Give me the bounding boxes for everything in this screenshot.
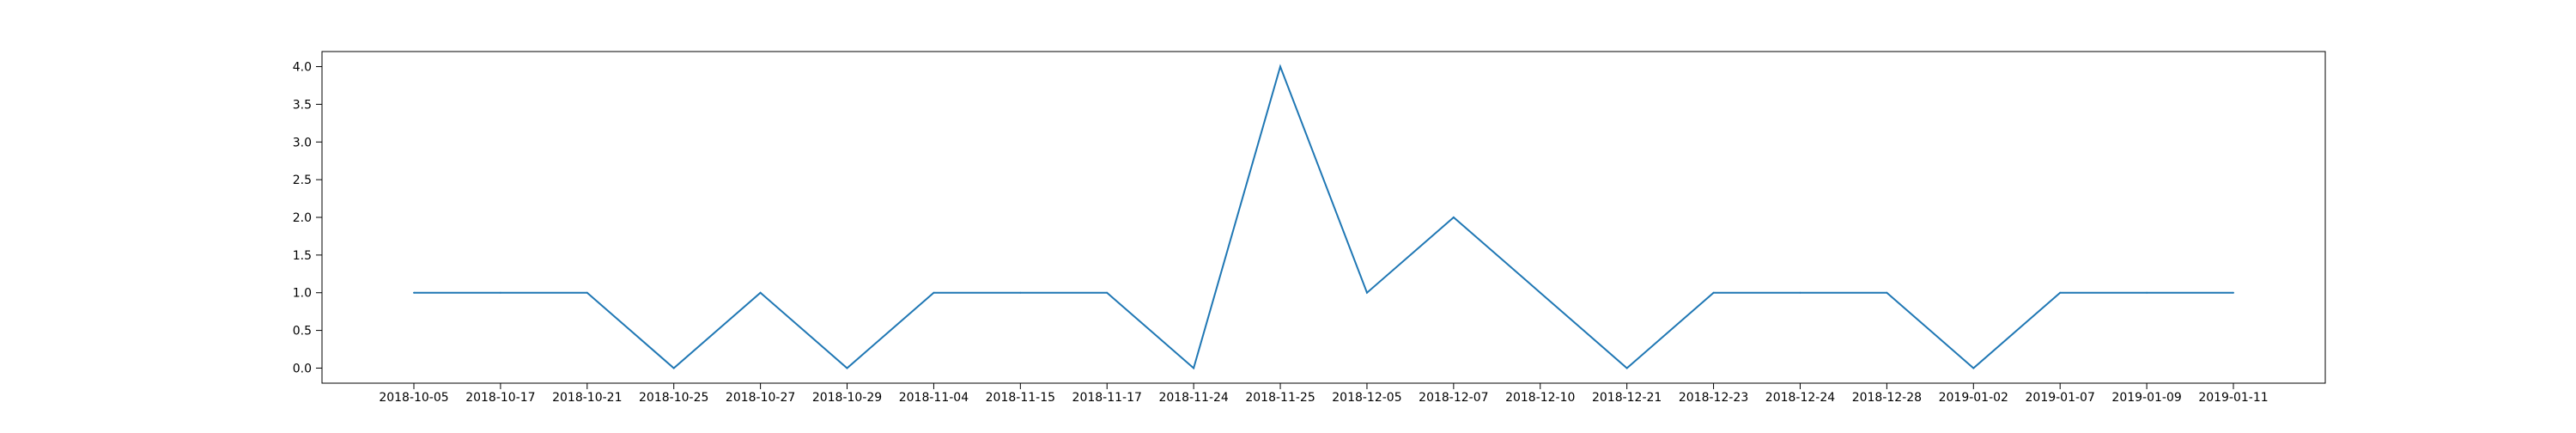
- x-tick-label: 2019-01-11: [2198, 391, 2268, 405]
- data-point: [586, 291, 588, 294]
- y-tick-label: 1.5: [293, 249, 312, 263]
- x-tick-label: 2019-01-02: [1939, 391, 2008, 405]
- y-tick-label: 4.0: [293, 61, 312, 75]
- x-tick-label: 2018-11-24: [1158, 391, 1228, 405]
- data-point: [1019, 291, 1022, 294]
- data-point: [2146, 291, 2148, 294]
- x-tick-label: 2018-10-25: [639, 391, 708, 405]
- data-point: [1799, 291, 1801, 294]
- data-point: [1972, 367, 1975, 369]
- x-tick-label: 2018-12-24: [1765, 391, 1835, 405]
- plot-area-frame: [321, 51, 2326, 384]
- x-tick-label: 2018-12-23: [1679, 391, 1748, 405]
- x-tick-label: 2018-10-17: [465, 391, 535, 405]
- y-tick-label: 2.5: [293, 174, 312, 187]
- data-point: [1886, 291, 1888, 294]
- x-tick-label: 2018-12-21: [1592, 391, 1662, 405]
- data-point: [1193, 367, 1195, 369]
- series-group: [413, 64, 2234, 370]
- data-point: [1106, 291, 1109, 294]
- x-tick-label: 2018-10-21: [552, 391, 622, 405]
- data-point: [1712, 291, 1715, 294]
- x-tick-label: 2018-12-05: [1332, 391, 1401, 405]
- y-tick-label: 3.0: [293, 136, 312, 149]
- y-tick-label: 0.0: [293, 362, 312, 375]
- x-tick-label: 2019-01-07: [2026, 391, 2095, 405]
- data-point: [413, 291, 415, 294]
- y-tick-label: 2.0: [293, 211, 312, 225]
- y-tick-label: 3.5: [293, 98, 312, 112]
- data-point: [759, 291, 762, 294]
- x-tick-label: 2018-11-17: [1072, 391, 1142, 405]
- x-tick-label: 2018-11-25: [1245, 391, 1315, 405]
- x-tick-label: 2018-11-15: [986, 391, 1055, 405]
- data-point: [1452, 216, 1455, 218]
- data-point: [846, 367, 848, 369]
- x-tick-label: 2018-12-10: [1505, 391, 1575, 405]
- y-tick-label: 1.0: [293, 287, 312, 301]
- data-point: [2233, 291, 2234, 294]
- x-tick-label: 2018-10-29: [812, 391, 882, 405]
- x-tick-label: 2018-10-27: [726, 391, 795, 405]
- data-point: [1365, 291, 1368, 294]
- data-point: [2059, 291, 2062, 294]
- x-tick-label: 2018-12-07: [1419, 391, 1488, 405]
- data-point: [1539, 291, 1541, 294]
- series-line: [414, 64, 2233, 370]
- x-tick-label: 2019-01-09: [2111, 391, 2181, 405]
- data-point: [499, 291, 501, 294]
- data-point: [672, 367, 675, 369]
- data-point: [1279, 65, 1282, 68]
- x-tick-label: 2018-11-04: [899, 391, 969, 405]
- y-tick-label: 0.5: [293, 325, 312, 338]
- data-point: [1625, 367, 1628, 369]
- y-axis-ticks: 0.0 0.5 1.0 1.5 2.0 2.5 3.0 3.5 4.0: [293, 61, 322, 375]
- data-point: [933, 291, 935, 294]
- x-tick-label: 2018-10-05: [379, 391, 448, 405]
- x-tick-label: 2018-12-28: [1852, 391, 1922, 405]
- x-axis-ticks: 2018-10-05 2018-10-17 2018-10-21 2018-10-25…: [379, 383, 2269, 405]
